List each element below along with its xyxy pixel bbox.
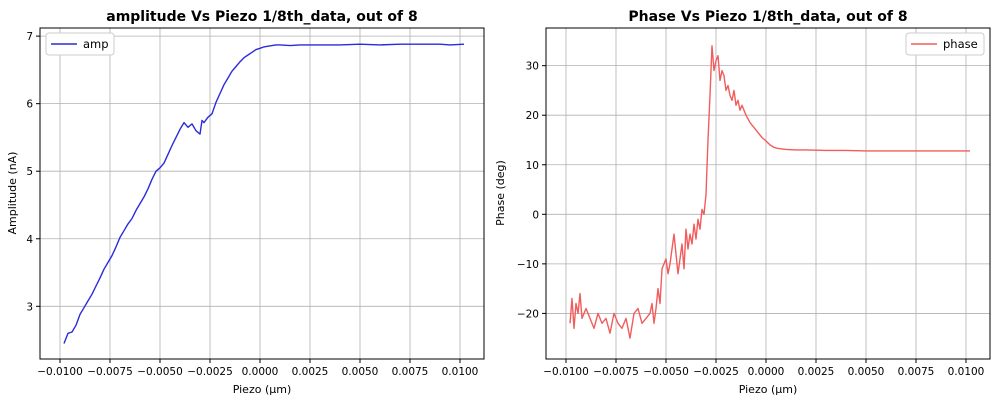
- y-axis-label: Phase (deg): [494, 160, 507, 226]
- y-axis-label: Amplitude (nA): [6, 152, 19, 235]
- x-tick-label: 0.0075: [392, 366, 429, 378]
- x-tick-label: 0.0050: [342, 366, 379, 378]
- x-tick-label: 0.0100: [948, 366, 985, 378]
- grid: [40, 28, 484, 359]
- x-tick-label: 0.0100: [442, 366, 479, 378]
- series-line-amp: [63, 43, 465, 344]
- x-tick-label: 0.0075: [898, 366, 935, 378]
- y-tick-label: 20: [526, 110, 539, 122]
- x-tick-label: 0.0000: [748, 366, 785, 378]
- phase-panel: Phase Vs Piezo 1/8th_data, out of 8 −0.0…: [494, 9, 991, 396]
- series-lines: [63, 43, 465, 344]
- x-tick-label: −0.0100: [543, 366, 589, 378]
- x-tick-label: 0.0025: [798, 366, 835, 378]
- y-tick-label: 0: [532, 209, 539, 221]
- plot-frame: [39, 27, 485, 360]
- y-tick-label: 30: [526, 61, 539, 73]
- x-tick-label: −0.0050: [643, 366, 689, 378]
- x-tick-label: 0.0000: [242, 366, 279, 378]
- tick-labels: −0.0100 −0.0075 −0.0050 −0.0025 0.0000 0.0025…: [517, 61, 985, 378]
- y-tick-label: 5: [26, 166, 33, 178]
- x-tick-label: 0.0050: [848, 366, 885, 378]
- x-tick-label: −0.0050: [137, 366, 183, 378]
- chart-title: amplitude Vs Piezo 1/8th_data, out of 8: [106, 9, 417, 25]
- legend-box: [905, 32, 985, 56]
- legend-label-phase: phase: [943, 37, 978, 51]
- y-tick-label: 3: [26, 301, 33, 313]
- plot-frame: [545, 27, 991, 360]
- y-tick-label: 7: [26, 31, 33, 43]
- chart-title: Phase Vs Piezo 1/8th_data, out of 8: [628, 9, 907, 25]
- grid: [546, 28, 990, 359]
- x-tick-label: −0.0075: [593, 366, 639, 378]
- legend-box: [45, 32, 115, 56]
- y-tick-label: 10: [526, 160, 539, 172]
- series-lines: [569, 45, 970, 339]
- series-line-phase: [569, 45, 970, 339]
- y-tick-label: −10: [517, 259, 539, 271]
- x-tick-label: −0.0075: [87, 366, 133, 378]
- x-axis-label: Piezo (μm): [739, 383, 798, 396]
- amplitude-panel: amplitude Vs Piezo 1/8th_data, out of 8 …: [6, 9, 485, 396]
- x-tick-label: 0.0025: [292, 366, 329, 378]
- legend-label-amp: amp: [83, 37, 109, 51]
- tick-labels: −0.0100 −0.0075 −0.0050 −0.0025 0.0000 0.0025…: [26, 31, 478, 378]
- y-tick-label: 6: [26, 99, 33, 111]
- x-axis-label: Piezo (μm): [233, 383, 292, 396]
- legend: phase: [905, 32, 985, 56]
- x-tick-label: −0.0025: [693, 366, 739, 378]
- legend: amp: [45, 32, 115, 56]
- x-tick-label: −0.0025: [187, 366, 233, 378]
- y-tick-label: 4: [26, 234, 33, 246]
- x-tick-label: −0.0100: [37, 366, 83, 378]
- y-tick-label: −20: [517, 308, 539, 320]
